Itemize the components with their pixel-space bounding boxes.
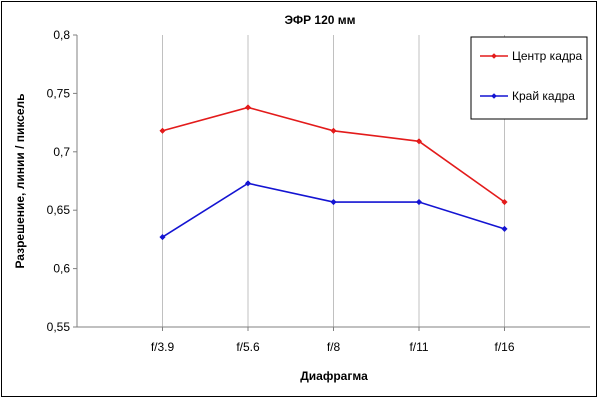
y-tick-label: 0,8 [53,28,70,42]
legend-marker [491,93,497,99]
data-point [244,104,252,111]
legend-label: Край кадра [512,89,575,103]
y-tick-label: 0,75 [47,86,71,100]
y-tick-label: 0,6 [53,262,70,276]
data-point [501,225,508,233]
data-point [501,198,508,206]
x-tick-label: f/3.9 [151,340,175,354]
legend: Центр кадра Край кадра [470,36,588,120]
y-tick-label: 0,55 [47,320,71,334]
chart-title: ЭФР 120 мм [284,13,355,27]
data-point [330,198,337,206]
legend-items: Центр кадра Край кадра [480,49,583,103]
y-tick-label: 0,65 [47,203,71,217]
x-tick-label: f/11 [409,340,428,354]
y-tick-label: 0,7 [53,145,70,159]
y-axis-ticks: 0,55 0,6 0,65 0,7 0,75 0,8 [47,28,77,334]
y-axis-label: Разрешение, линии / пиксель [13,93,27,268]
legend-box [470,36,588,120]
data-point [159,233,166,241]
x-tick-label: f/5.6 [236,340,260,354]
data-point [244,180,252,187]
x-tick-label: f/16 [494,340,514,354]
x-axis-ticks: f/3.9 f/5.6 f/8 f/11 f/16 [151,327,515,354]
legend-label: Центр кадра [512,49,583,63]
series-layer [159,104,508,241]
data-point [415,138,423,145]
legend-marker [491,53,497,59]
data-point [159,127,166,134]
data-point [415,198,423,206]
x-axis-label: Диафрагма [300,369,368,383]
data-point [330,127,337,134]
x-tick-label: f/8 [327,340,341,354]
